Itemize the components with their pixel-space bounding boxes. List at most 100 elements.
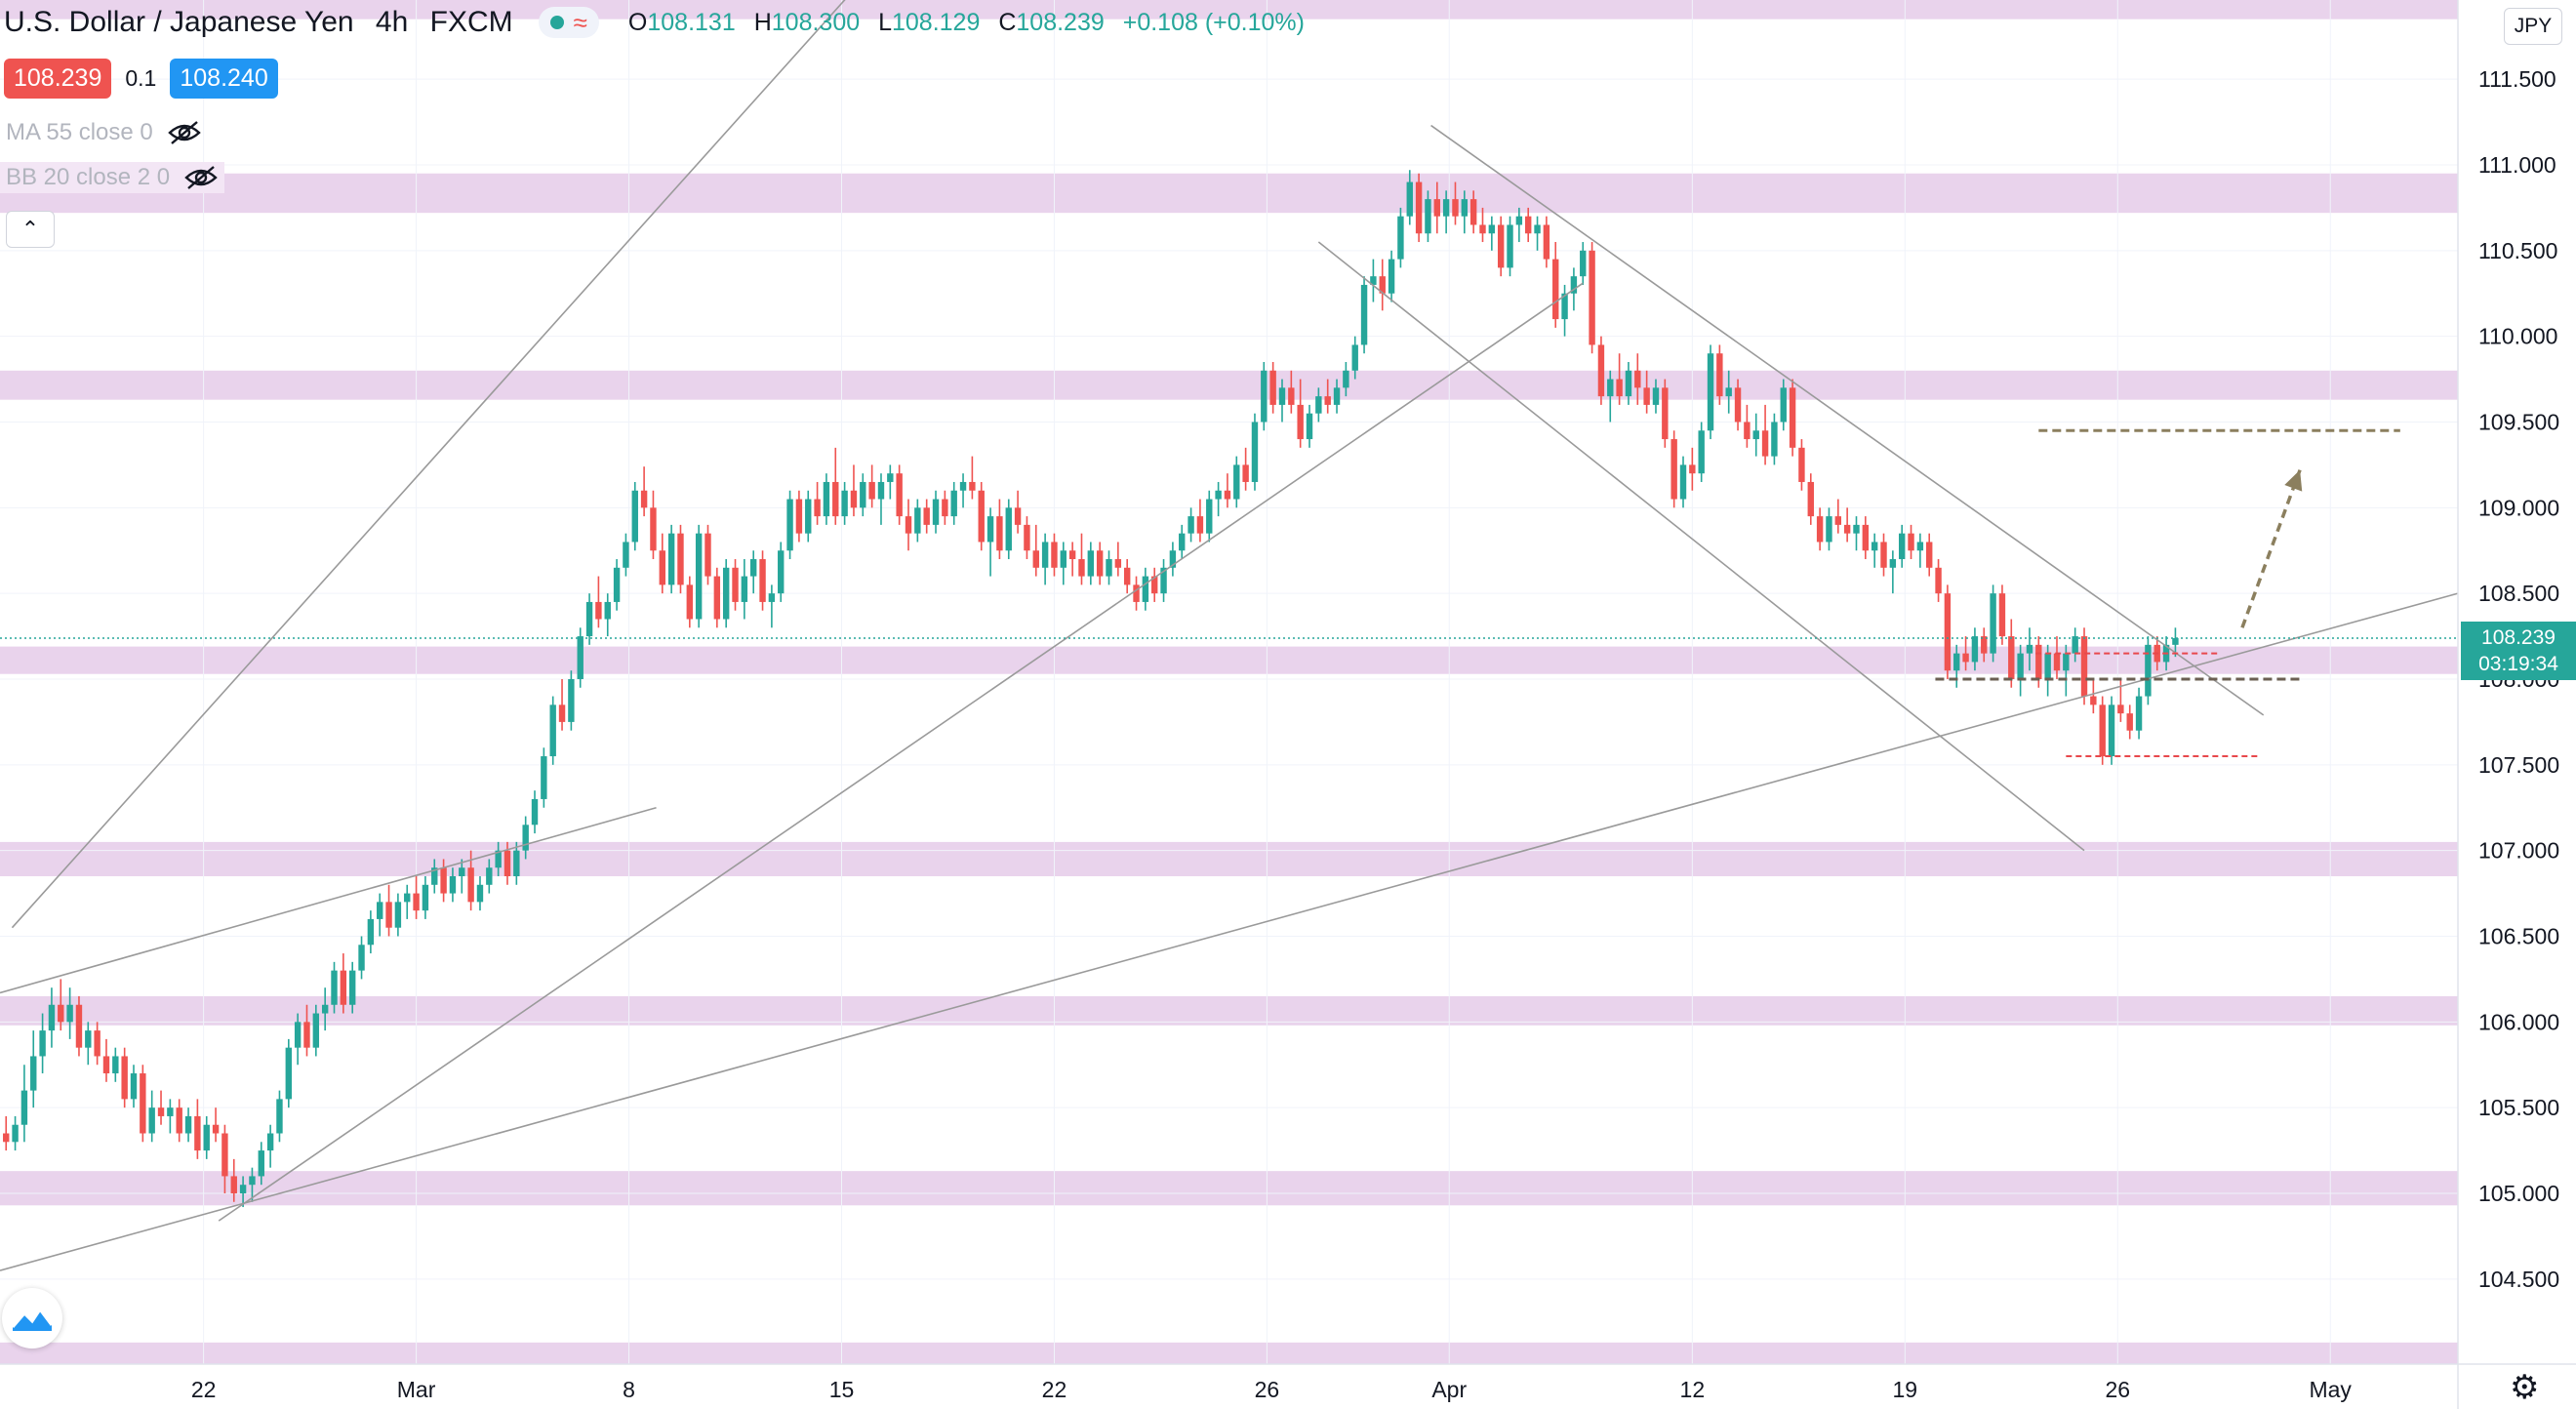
high-value: 108.300 — [771, 8, 861, 36]
candle-body — [1807, 481, 1814, 517]
candle-body — [39, 1030, 46, 1057]
candle-body — [1160, 567, 1167, 594]
candle-body — [2126, 713, 2133, 731]
candle-body — [686, 584, 694, 620]
candle-body — [805, 499, 812, 534]
symbol-title[interactable]: U.S. Dollar / Japanese Yen 4h FXCM — [0, 6, 513, 39]
candle-body — [896, 473, 903, 517]
candle-body — [2063, 653, 2070, 671]
candle-body — [157, 1107, 165, 1116]
candle-body — [1780, 387, 1787, 423]
candle-body — [140, 1073, 146, 1134]
candle-body — [1679, 464, 1687, 500]
candle-body — [130, 1073, 138, 1100]
candle-body — [577, 636, 584, 679]
candle-body — [722, 567, 730, 620]
candle-body — [1297, 404, 1304, 440]
candle-body — [20, 1090, 28, 1125]
candle-body — [1589, 250, 1595, 345]
candle-body — [1215, 490, 1222, 500]
candle-body — [531, 798, 539, 825]
trend-line — [1317, 241, 2085, 852]
x-tick-label: 8 — [623, 1377, 635, 1402]
candle-body — [1607, 379, 1614, 397]
candle-body — [513, 850, 520, 877]
low-value: 108.129 — [892, 8, 981, 36]
trend-line — [0, 806, 657, 994]
candle-body — [1005, 507, 1012, 551]
indicator-ma[interactable]: MA 55 close 0 — [6, 119, 202, 146]
candle-body — [2099, 704, 2106, 757]
candle-body — [1014, 507, 1022, 525]
eye-hidden-icon[interactable] — [183, 164, 219, 191]
currency-button[interactable]: JPY — [2504, 8, 2562, 45]
collapse-legend-button[interactable]: ⌃ — [6, 211, 55, 248]
candle-body — [239, 1185, 247, 1193]
candle-body — [1442, 199, 1450, 217]
candle-body — [1634, 370, 1641, 388]
candle-body — [431, 867, 438, 885]
candle-body — [212, 1124, 220, 1134]
candle-body — [476, 884, 484, 903]
x-tick-label: 26 — [2105, 1377, 2130, 1402]
candle-body — [1752, 430, 1759, 440]
candle-body — [1725, 387, 1732, 397]
candle-body — [750, 559, 757, 577]
candle-body — [184, 1115, 192, 1134]
candle-body — [1761, 430, 1769, 457]
candle-body — [1871, 542, 1878, 551]
candle-body — [1981, 636, 1988, 654]
candle-body — [203, 1124, 210, 1151]
candle-body — [768, 593, 776, 602]
market-status[interactable]: ≈ — [538, 7, 599, 38]
trend-line — [218, 282, 1584, 1222]
candle-body — [1106, 559, 1112, 577]
candle-body — [1652, 387, 1660, 405]
spread-value: 0.1 — [125, 65, 157, 91]
candle-body — [102, 1056, 110, 1074]
candle-body — [1123, 567, 1131, 585]
candle-body — [2117, 704, 2124, 714]
candle-body — [1580, 250, 1587, 277]
candle-body — [1196, 516, 1204, 534]
candle-body — [1179, 533, 1186, 551]
candle-body — [1068, 550, 1076, 560]
sr-zone — [0, 646, 2458, 674]
sr-zone — [0, 0, 2458, 20]
candle-body — [503, 850, 511, 877]
sr-zone — [0, 1342, 2458, 1365]
time-axis-bg — [0, 1364, 2576, 1409]
indicator-bb[interactable]: BB 20 close 2 0 — [0, 162, 225, 193]
wave-icon: ≈ — [573, 8, 587, 37]
candle-body — [1561, 293, 1568, 320]
candle-body — [1261, 370, 1268, 423]
settings-gear-icon[interactable]: ⚙ — [2510, 1369, 2540, 1406]
candle-body — [959, 481, 967, 491]
tradingview-logo-button[interactable] — [2, 1288, 62, 1349]
candle-body — [677, 533, 684, 585]
candle-body — [841, 490, 848, 517]
buy-price-button[interactable]: 108.240 — [170, 59, 278, 99]
eye-hidden-icon[interactable] — [167, 119, 202, 146]
candle-body — [94, 1030, 101, 1057]
candle-body — [778, 550, 785, 594]
tradingview-logo-icon — [11, 1307, 54, 1331]
candle-body — [713, 576, 721, 620]
sell-price-button[interactable]: 108.239 — [4, 59, 112, 99]
candle-body — [1734, 387, 1742, 423]
candle-body — [1716, 353, 1723, 397]
candle-body — [1388, 259, 1395, 294]
candle-body — [467, 867, 474, 903]
candle-body — [1534, 224, 1541, 234]
current-price-value: 108.239 — [2481, 626, 2556, 649]
y-tick-label: 106.000 — [2478, 1009, 2559, 1034]
candle-body — [1643, 387, 1650, 405]
trade-buttons: 108.239 0.1 108.240 — [4, 59, 278, 99]
open-value: 108.131 — [647, 8, 736, 36]
candle-body — [1087, 550, 1095, 577]
candle-body — [1278, 387, 1286, 405]
candle-body — [413, 893, 420, 911]
candle-body — [942, 499, 948, 517]
candle-body — [604, 601, 611, 620]
